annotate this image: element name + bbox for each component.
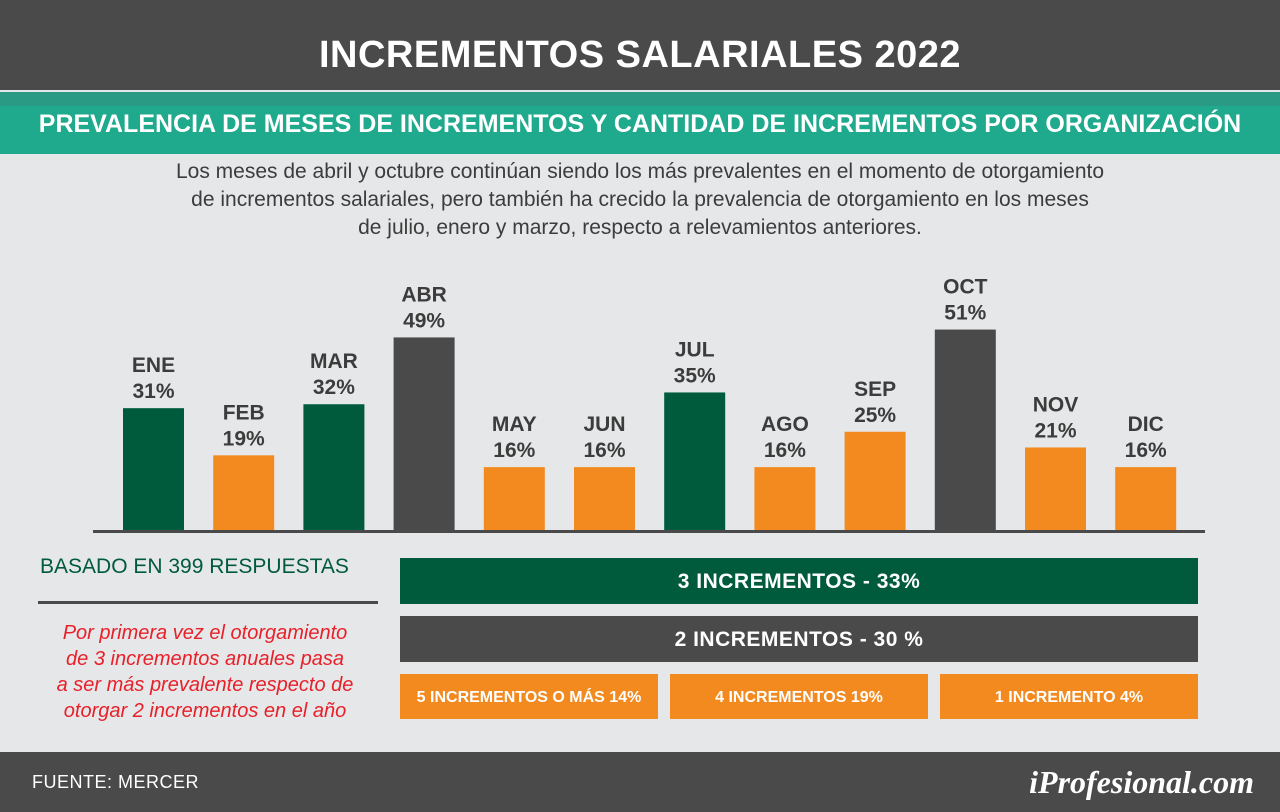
note-line: Por primera vez el otorgamiento (62, 622, 348, 644)
bar-feb (213, 455, 275, 530)
increment-bar-1: 1 INCREMENTO 4% (940, 674, 1198, 719)
increment-bar-5-plus: 5 INCREMENTOS O MÁS 14% (400, 674, 658, 719)
month-label: NOV (1033, 393, 1079, 416)
note-line: a ser más prevalente respecto de (56, 674, 354, 696)
note-line: de 3 incrementos anuales pasa (66, 648, 344, 670)
bar-sep (844, 431, 906, 530)
value-label: 31% (132, 380, 174, 403)
subtitle-band: PREVALENCIA DE MESES DE INCREMENTOS Y CA… (0, 92, 1280, 154)
note-line: otorgar 2 incrementos en el año (63, 700, 347, 722)
month-label: FEB (223, 401, 265, 424)
description: Los meses de abril y octubre continúan s… (90, 158, 1190, 242)
value-label: 16% (493, 439, 535, 462)
value-label: 16% (1125, 439, 1167, 462)
bar-mar (303, 404, 365, 530)
bar-jul (664, 392, 726, 530)
value-label: 51% (944, 302, 986, 325)
footer-bar (0, 752, 1280, 812)
bar-jun (574, 467, 635, 530)
bar-oct (934, 329, 996, 530)
value-label: 19% (223, 427, 265, 450)
basis-text: BASADO EN 399 RESPUESTAS (40, 555, 349, 578)
month-label: OCT (943, 276, 988, 299)
month-label: JUL (675, 338, 715, 361)
bar-ene (123, 408, 184, 530)
subtitle-band-inner (0, 106, 1280, 154)
month-label: DIC (1128, 413, 1164, 436)
month-label: MAY (492, 413, 537, 436)
value-label: 25% (854, 404, 896, 427)
value-label: 16% (583, 439, 625, 462)
month-label: MAR (310, 350, 358, 373)
increment-bar-4: 4 INCREMENTOS 19% (670, 674, 928, 719)
source-label: FUENTE: MERCER (32, 772, 200, 792)
divider (38, 601, 378, 604)
chart-subtitle: PREVALENCIA DE MESES DE INCREMENTOS Y CA… (38, 110, 1242, 138)
bar-may (483, 467, 545, 530)
brand-logo: iProfesional.com (1029, 764, 1254, 800)
increment-bar-2: 2 INCREMENTOS - 30 % (400, 616, 1198, 662)
monthly-bar-chart: ENE 31% FEB 19% MAR 32% ABR 49% MAY 16% JUN 16% JUL 3… (93, 276, 1205, 533)
highlight-note: Por primera vez el otorgamiento de 3 inc… (30, 620, 380, 724)
description-line: de incrementos salariales, pero también … (191, 188, 1089, 211)
header-bar (0, 0, 1280, 90)
bar-abr (393, 337, 455, 530)
description-line: Los meses de abril y octubre continúan s… (175, 160, 1105, 183)
description-line: de julio, enero y marzo, respecto a rele… (358, 216, 922, 239)
value-label: 16% (764, 439, 806, 462)
increment-bar-3: 3 INCREMENTOS - 33% (400, 558, 1198, 604)
value-label: 35% (674, 364, 716, 387)
bar-ago (754, 467, 816, 530)
value-label: 32% (313, 376, 355, 399)
page-title: INCREMENTOS SALARIALES 2022 (318, 34, 962, 76)
value-label: 21% (1034, 419, 1076, 442)
month-label: ENE (132, 354, 175, 377)
month-label: ABR (401, 283, 447, 306)
month-label: JUN (583, 413, 625, 436)
value-label: 49% (403, 309, 445, 332)
bar-dic (1115, 467, 1177, 530)
month-label: AGO (761, 413, 809, 436)
bar-nov (1025, 447, 1086, 530)
month-label: SEP (854, 378, 896, 401)
